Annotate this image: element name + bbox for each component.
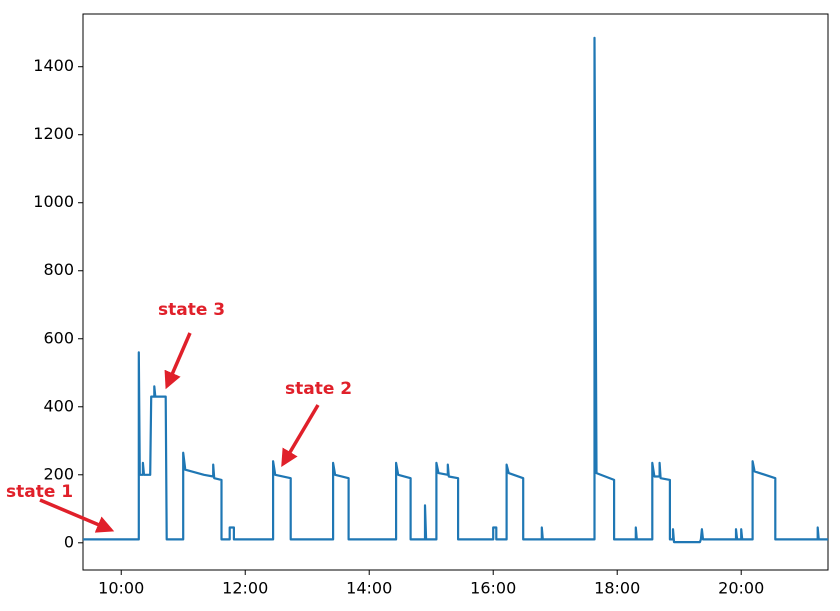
- arrow: [281, 404, 320, 468]
- x-tick-label: 20:00: [718, 579, 764, 598]
- x-tick-label: 10:00: [98, 579, 144, 598]
- annotation: state 3: [158, 300, 225, 320]
- y-tick-label: 0: [64, 532, 74, 551]
- y-tick-label: 1400: [33, 56, 74, 75]
- y-tick-label: 1200: [33, 124, 74, 143]
- y-tick-label: 800: [43, 260, 74, 279]
- y-tick-label: 1000: [33, 192, 74, 211]
- y-tick-label: 400: [43, 396, 74, 415]
- annotation: state 2: [285, 379, 352, 399]
- x-tick-label: 14:00: [346, 579, 392, 598]
- x-tick-label: 18:00: [594, 579, 640, 598]
- arrow: [164, 332, 192, 390]
- x-tick-label: 16:00: [470, 579, 516, 598]
- arrow: [39, 498, 115, 533]
- x-tick-label: 12:00: [222, 579, 268, 598]
- annotation: state 1: [6, 482, 73, 502]
- y-tick-label: 200: [43, 464, 74, 483]
- data-line: [83, 36, 828, 544]
- y-tick-label: 600: [43, 328, 74, 347]
- plot-frame: [82, 13, 829, 571]
